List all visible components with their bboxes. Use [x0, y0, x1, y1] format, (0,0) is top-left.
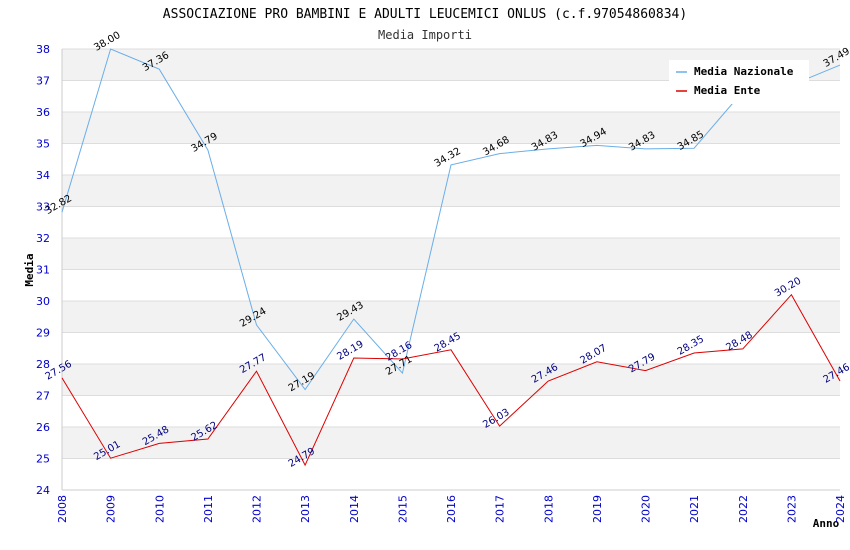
y-tick-label: 34	[36, 169, 50, 182]
y-tick-labels: 24 25 26 27 28 29 30 31 32 33 34 35 36 37 38	[36, 43, 50, 497]
band	[62, 364, 840, 396]
y-tick-label: 30	[36, 295, 50, 308]
x-tick-label: 2020	[640, 495, 653, 523]
x-tick-label: 2024	[834, 495, 847, 523]
chart-title: ASSOCIAZIONE PRO BAMBINI E ADULTI LEUCEM…	[163, 7, 687, 22]
legend-label-nazionale: Media Nazionale	[694, 65, 794, 78]
background-bands	[62, 49, 840, 490]
x-tick-label: 2021	[688, 495, 701, 523]
x-tick-labels: 2008 2009 2010 2011 2012 2013 2014 2015 2016 2017…	[56, 495, 847, 523]
band	[62, 143, 840, 175]
band	[62, 427, 840, 459]
legend-label-ente: Media Ente	[694, 84, 761, 97]
x-tick-label: 2018	[542, 495, 555, 523]
chart-subtitle: Media Importi	[378, 28, 472, 42]
y-tick-label: 28	[36, 358, 50, 371]
x-axis-label: Anno	[813, 517, 840, 530]
y-tick-label: 38	[36, 43, 50, 56]
y-axis-label: Media	[23, 253, 36, 286]
band	[62, 269, 840, 301]
y-tick-label: 25	[36, 453, 50, 466]
legend-box	[669, 60, 809, 104]
x-tick-label: 2023	[785, 495, 798, 523]
band	[62, 395, 840, 427]
y-tick-label: 32	[36, 232, 50, 245]
x-tick-label: 2010	[153, 495, 166, 523]
y-tick-label: 37	[36, 75, 50, 88]
series-lines	[61, 48, 841, 467]
gridlines	[61, 48, 840, 491]
x-tick-label: 2015	[396, 495, 409, 523]
band	[62, 206, 840, 238]
band	[62, 112, 840, 144]
band	[62, 175, 840, 207]
x-tick-label: 2011	[202, 495, 215, 523]
band	[62, 458, 840, 490]
y-tick-label: 36	[36, 106, 50, 119]
x-tick-label: 2014	[348, 495, 361, 523]
x-tick-label: 2009	[105, 495, 118, 523]
y-tick-label: 29	[36, 327, 50, 340]
band	[62, 238, 840, 270]
legend: Media Nazionale Media Ente	[669, 60, 809, 104]
x-tick-label: 2008	[56, 495, 69, 523]
x-tick-label: 2019	[591, 495, 604, 523]
y-tick-label: 35	[36, 138, 50, 151]
x-tick-label: 2012	[251, 495, 264, 523]
y-tick-label: 27	[36, 390, 50, 403]
x-tick-label: 2017	[494, 495, 507, 523]
x-tick-label: 2013	[299, 495, 312, 523]
x-tick-label: 2016	[445, 495, 458, 523]
y-tick-label: 31	[36, 264, 50, 277]
x-tick-label: 2022	[737, 495, 750, 523]
y-tick-label: 26	[36, 421, 50, 434]
band	[62, 332, 840, 364]
series-line-ente	[61, 293, 841, 467]
y-tick-label: 24	[36, 484, 50, 497]
y-tick-label: 33	[36, 201, 50, 214]
band	[62, 301, 840, 333]
series-line-nazionale	[61, 48, 841, 391]
